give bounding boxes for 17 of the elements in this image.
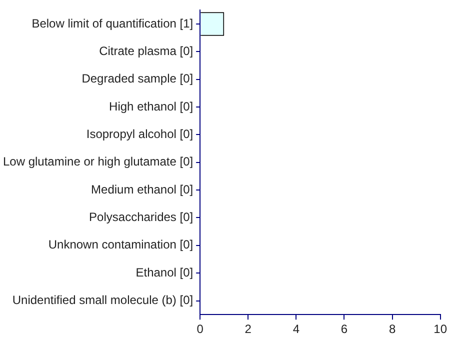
y-tick-label: Polysaccharides [0] xyxy=(89,210,194,224)
x-tick-label: 6 xyxy=(340,322,348,336)
y-tick-label: Ethanol [0] xyxy=(136,265,194,280)
x-tick-label: 4 xyxy=(292,322,300,336)
x-tick-label: 8 xyxy=(388,322,396,336)
y-tick-label: Unknown contamination [0] xyxy=(48,238,194,252)
y-tick-label: Unidentified small molecule (b) [0] xyxy=(12,293,194,308)
y-tick-label: Low glutamine or high glutamate [0] xyxy=(2,154,194,169)
y-tick-label: Below limit of quantification [1] xyxy=(32,16,194,30)
y-tick-label: Isopropyl alcohol [0] xyxy=(86,127,194,142)
x-tick-label: 10 xyxy=(434,322,448,336)
x-tick-label: 2 xyxy=(244,322,252,336)
x-tick-label: 0 xyxy=(196,322,204,336)
y-tick-label: Degraded sample [0] xyxy=(82,72,194,86)
y-tick-label: Citrate plasma [0] xyxy=(99,44,194,58)
y-tick-label: High ethanol [0] xyxy=(109,99,194,114)
y-tick-label: Medium ethanol [0] xyxy=(91,182,194,196)
